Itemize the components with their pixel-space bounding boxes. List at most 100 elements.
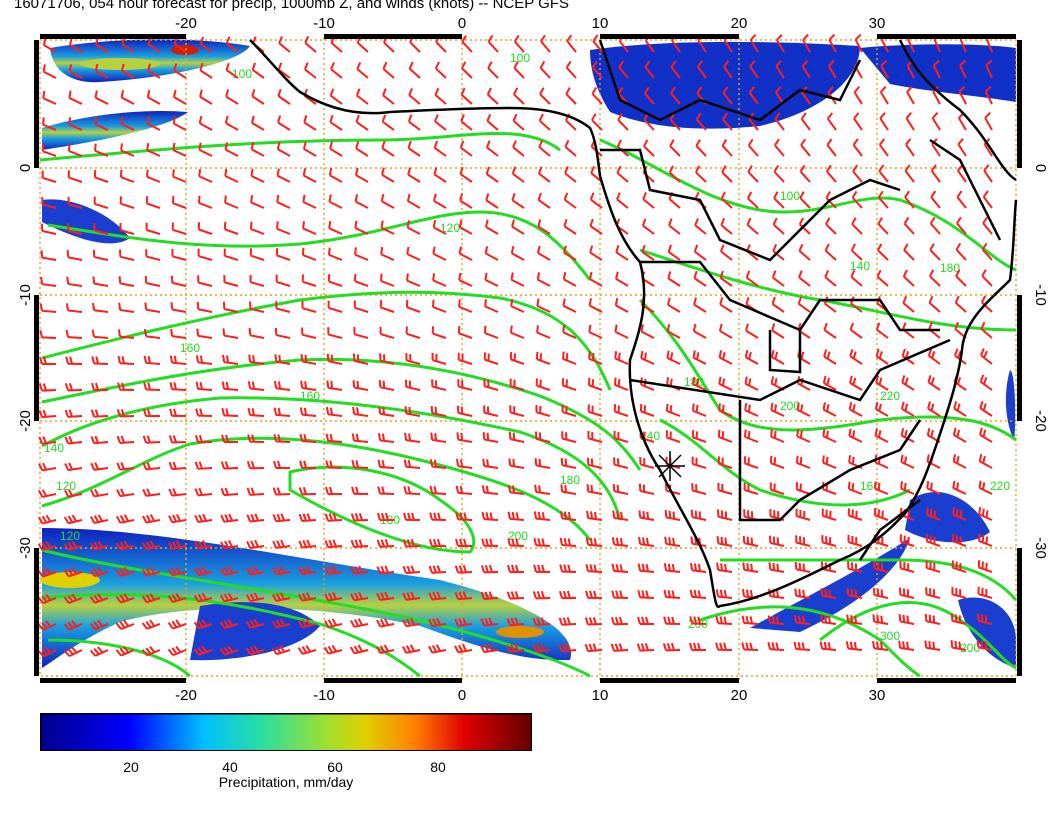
wind-barb	[376, 539, 395, 548]
wind-barb	[534, 484, 551, 495]
wind-barb	[141, 645, 161, 657]
wind-barb	[770, 402, 785, 417]
wind-barb	[276, 168, 291, 183]
wind-barb	[486, 113, 499, 131]
wind-barb	[507, 511, 525, 521]
wind-barb	[589, 245, 603, 261]
wind-barb	[481, 485, 499, 495]
wind-barb	[116, 462, 135, 471]
wind-barb	[748, 86, 759, 105]
wind-barb	[742, 535, 759, 547]
wind-barb	[749, 60, 759, 79]
wind-barb	[381, 114, 395, 131]
wind-barb	[170, 275, 187, 287]
wind-barb	[38, 436, 57, 445]
wind-barb	[42, 37, 57, 53]
wind-barb	[197, 275, 213, 287]
wind-barb	[37, 567, 57, 578]
wind-barb	[323, 644, 343, 655]
wind-barb	[298, 539, 317, 549]
wind-barb	[666, 297, 681, 313]
wind-barb	[540, 34, 551, 53]
contour-label: 120	[440, 221, 460, 235]
wind-barb	[484, 246, 499, 261]
legend-ticks: 20 40 60 80	[40, 756, 532, 775]
wind-barb	[587, 404, 603, 417]
wind-barb	[117, 382, 135, 391]
wind-barb	[506, 643, 525, 653]
wind-barb	[745, 323, 759, 339]
wind-barb	[376, 591, 395, 601]
wind-barb	[585, 563, 603, 573]
wind-barb	[142, 514, 161, 524]
wind-barb	[745, 270, 759, 287]
wind-barb	[67, 170, 83, 183]
wind-barb	[37, 593, 57, 605]
wind-barb	[564, 166, 577, 183]
wind-barb	[511, 166, 525, 183]
wind-barb	[351, 433, 369, 443]
wind-barb	[558, 617, 577, 626]
wind-barb	[94, 90, 109, 105]
wind-barb	[143, 355, 161, 365]
wind-barb	[273, 434, 291, 443]
wind-barb	[957, 138, 967, 157]
wind-barb	[38, 409, 57, 419]
wind-barb	[116, 488, 135, 498]
wind-barb	[430, 432, 447, 443]
wind-barb	[326, 353, 343, 365]
wind-barb	[506, 617, 525, 627]
wind-barb	[769, 455, 785, 469]
wind-barb	[249, 301, 265, 313]
wind-barb	[904, 164, 915, 183]
wind-barb	[63, 620, 83, 631]
wind-barb	[821, 535, 837, 547]
wind-barb	[850, 269, 863, 287]
wind-barb	[719, 244, 733, 261]
wind-barb	[68, 90, 83, 105]
wind-barb	[715, 615, 733, 625]
wind-barb	[225, 62, 239, 79]
wind-barb	[952, 427, 967, 443]
contour-label: 140	[44, 441, 64, 455]
wind-barb	[532, 617, 551, 627]
wind-barb	[89, 540, 109, 551]
wind-barb	[927, 348, 941, 365]
wind-barb	[329, 88, 343, 105]
wind-barb	[849, 349, 863, 365]
wind-barb	[770, 349, 785, 365]
wind-barb	[824, 270, 837, 287]
wind-barb	[431, 352, 447, 365]
wind-barb	[509, 325, 525, 339]
wind-barb	[454, 565, 473, 574]
wind-barb	[403, 459, 421, 469]
wind-barb	[508, 431, 525, 443]
wind-barb	[848, 375, 863, 391]
wind-barb	[193, 645, 213, 656]
wind-barb	[872, 614, 889, 625]
wind-barb	[402, 538, 421, 548]
wind-barb	[638, 483, 655, 495]
wind-barb	[64, 488, 83, 498]
wind-barb	[482, 458, 499, 469]
wind-barb	[352, 406, 369, 417]
wind-barb	[39, 330, 57, 339]
wind-barb	[722, 112, 733, 131]
wind-barb	[39, 356, 57, 365]
wind-barb	[959, 59, 967, 79]
wind-barb	[142, 408, 161, 418]
wind-barb	[89, 567, 109, 578]
wind-barb	[483, 405, 499, 417]
wind-barb	[902, 295, 915, 313]
contour-label: 120	[56, 479, 76, 493]
wind-barb	[379, 300, 395, 313]
wind-barb	[353, 300, 369, 313]
wind-barb	[746, 217, 759, 235]
wind-barb	[356, 61, 369, 79]
wind-barb	[223, 275, 239, 287]
wind-barb	[37, 646, 57, 658]
wind-barb	[145, 249, 161, 261]
wind-barb	[118, 276, 135, 287]
wind-barb	[146, 89, 161, 105]
wind-barb	[979, 401, 993, 417]
